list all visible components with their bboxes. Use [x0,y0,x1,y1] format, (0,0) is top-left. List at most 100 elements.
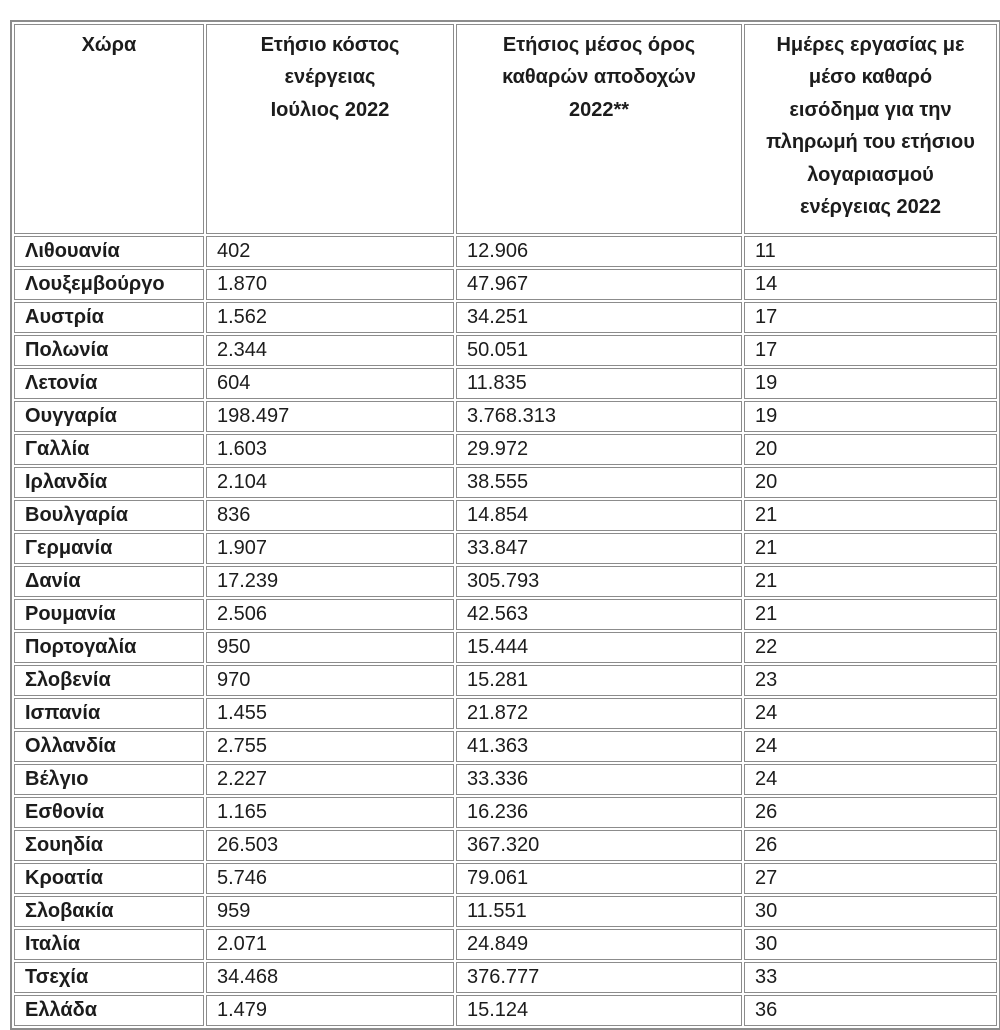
country-cell: Πολωνία [14,335,204,366]
annual-energy-cost-cell: 1.870 [206,269,454,300]
avg-net-earnings-cell: 41.363 [456,731,742,762]
table-row: Ολλανδία 2.755 41.363 24 [14,731,997,762]
avg-net-earnings-cell: 33.336 [456,764,742,795]
annual-energy-cost-cell: 1.603 [206,434,454,465]
column-header-avg-net-earnings: Ετήσιος μέσος όρος καθαρών αποδοχών 2022… [456,24,742,234]
country-cell: Δανία [14,566,204,597]
work-days-cell: 20 [744,467,997,498]
annual-energy-cost-cell: 2.344 [206,335,454,366]
work-days-cell: 21 [744,533,997,564]
country-cell: Τσεχία [14,962,204,993]
annual-energy-cost-cell: 1.479 [206,995,454,1026]
table-row: Πορτογαλία 950 15.444 22 [14,632,997,663]
work-days-cell: 24 [744,764,997,795]
country-cell: Γερμανία [14,533,204,564]
country-cell: Βέλγιο [14,764,204,795]
work-days-cell: 24 [744,731,997,762]
table-row: Ιρλανδία 2.104 38.555 20 [14,467,997,498]
column-header-work-days: Ημέρες εργασίας με μέσο καθαρό εισόδημα … [744,24,997,234]
avg-net-earnings-cell: 16.236 [456,797,742,828]
table-row: Σλοβενία 970 15.281 23 [14,665,997,696]
table-row: Δανία 17.239 305.793 21 [14,566,997,597]
country-cell: Ισπανία [14,698,204,729]
work-days-cell: 33 [744,962,997,993]
country-cell: Ιταλία [14,929,204,960]
work-days-cell: 30 [744,896,997,927]
annual-energy-cost-cell: 950 [206,632,454,663]
avg-net-earnings-cell: 50.051 [456,335,742,366]
country-cell: Ρουμανία [14,599,204,630]
avg-net-earnings-cell: 38.555 [456,467,742,498]
work-days-cell: 14 [744,269,997,300]
avg-net-earnings-cell: 47.967 [456,269,742,300]
annual-energy-cost-cell: 959 [206,896,454,927]
work-days-cell: 26 [744,830,997,861]
table-row: Κροατία 5.746 79.061 27 [14,863,997,894]
work-days-cell: 22 [744,632,997,663]
avg-net-earnings-cell: 15.281 [456,665,742,696]
table-row: Ελλάδα 1.479 15.124 36 [14,995,997,1026]
table-row: Ουγγαρία 198.497 3.768.313 19 [14,401,997,432]
work-days-cell: 20 [744,434,997,465]
table-row: Λουξεμβούργο 1.870 47.967 14 [14,269,997,300]
annual-energy-cost-cell: 2.227 [206,764,454,795]
country-cell: Αυστρία [14,302,204,333]
avg-net-earnings-cell: 3.768.313 [456,401,742,432]
work-days-cell: 27 [744,863,997,894]
table-row: Ρουμανία 2.506 42.563 21 [14,599,997,630]
country-cell: Πορτογαλία [14,632,204,663]
country-cell: Ελλάδα [14,995,204,1026]
table-row: Αυστρία 1.562 34.251 17 [14,302,997,333]
table-row: Ισπανία 1.455 21.872 24 [14,698,997,729]
table-row: Τσεχία 34.468 376.777 33 [14,962,997,993]
annual-energy-cost-cell: 2.755 [206,731,454,762]
table-row: Λιθουανία 402 12.906 11 [14,236,997,267]
table-row: Λετονία 604 11.835 19 [14,368,997,399]
country-cell: Σλοβενία [14,665,204,696]
avg-net-earnings-cell: 305.793 [456,566,742,597]
annual-energy-cost-cell: 970 [206,665,454,696]
work-days-cell: 21 [744,500,997,531]
avg-net-earnings-cell: 79.061 [456,863,742,894]
work-days-cell: 19 [744,401,997,432]
work-days-cell: 23 [744,665,997,696]
annual-energy-cost-cell: 2.071 [206,929,454,960]
avg-net-earnings-cell: 15.444 [456,632,742,663]
annual-energy-cost-cell: 17.239 [206,566,454,597]
avg-net-earnings-cell: 33.847 [456,533,742,564]
work-days-cell: 21 [744,599,997,630]
country-cell: Σλοβακία [14,896,204,927]
country-cell: Λετονία [14,368,204,399]
annual-energy-cost-cell: 2.506 [206,599,454,630]
work-days-cell: 17 [744,302,997,333]
annual-energy-cost-cell: 1.907 [206,533,454,564]
table-row: Σουηδία 26.503 367.320 26 [14,830,997,861]
avg-net-earnings-cell: 11.551 [456,896,742,927]
table-row: Εσθονία 1.165 16.236 26 [14,797,997,828]
work-days-cell: 21 [744,566,997,597]
avg-net-earnings-cell: 29.972 [456,434,742,465]
table-row: Γερμανία 1.907 33.847 21 [14,533,997,564]
country-cell: Ουγγαρία [14,401,204,432]
work-days-cell: 17 [744,335,997,366]
table-row: Πολωνία 2.344 50.051 17 [14,335,997,366]
work-days-cell: 11 [744,236,997,267]
annual-energy-cost-cell: 836 [206,500,454,531]
avg-net-earnings-cell: 12.906 [456,236,742,267]
avg-net-earnings-cell: 21.872 [456,698,742,729]
country-cell: Εσθονία [14,797,204,828]
column-header-annual-energy-cost: Ετήσιο κόστος ενέργειας Ιούλιος 2022 [206,24,454,234]
avg-net-earnings-cell: 42.563 [456,599,742,630]
country-cell: Λουξεμβούργο [14,269,204,300]
country-cell: Ιρλανδία [14,467,204,498]
table-row: Βέλγιο 2.227 33.336 24 [14,764,997,795]
annual-energy-cost-cell: 34.468 [206,962,454,993]
annual-energy-cost-cell: 1.455 [206,698,454,729]
avg-net-earnings-cell: 367.320 [456,830,742,861]
avg-net-earnings-cell: 376.777 [456,962,742,993]
avg-net-earnings-cell: 11.835 [456,368,742,399]
country-cell: Ολλανδία [14,731,204,762]
avg-net-earnings-cell: 24.849 [456,929,742,960]
energy-cost-table: Χώρα Ετήσιο κόστος ενέργειας Ιούλιος 202… [10,20,1000,1030]
